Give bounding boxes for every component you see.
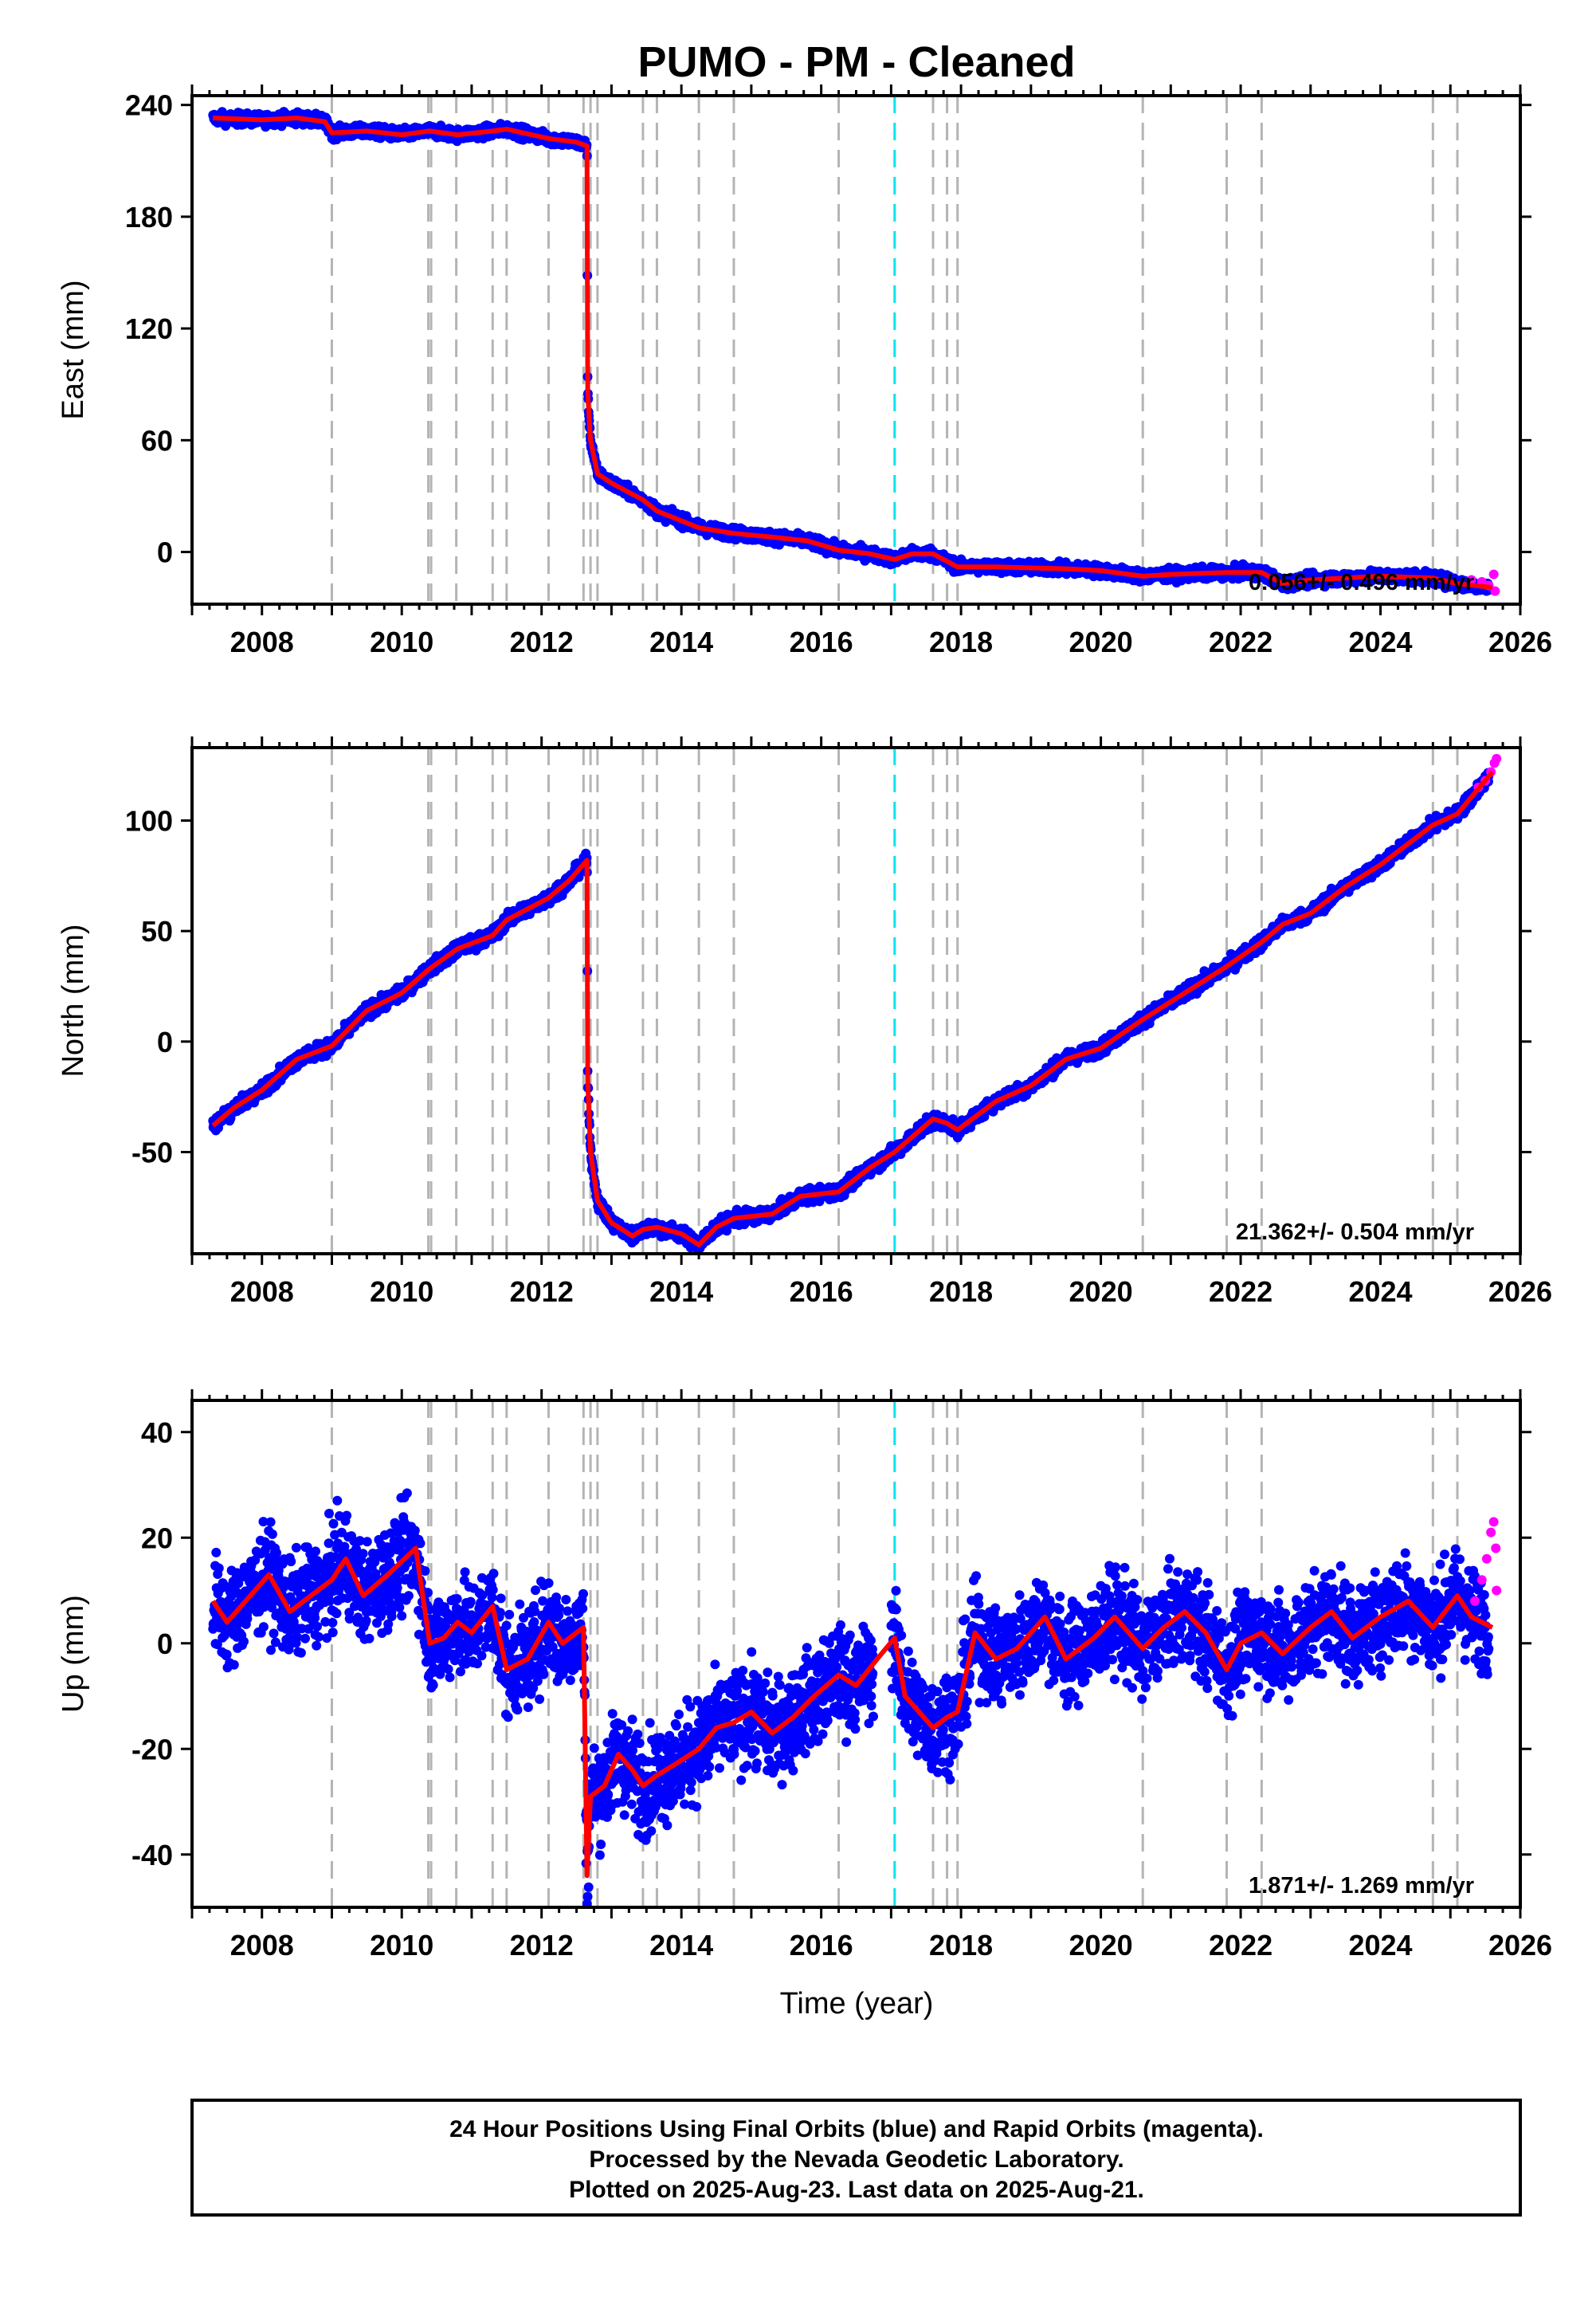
y-tick-label: 0	[157, 536, 173, 569]
figure-title: PUMO - PM - Cleaned	[637, 38, 1075, 86]
x-tick-label: 2014	[649, 626, 713, 658]
y-tick-label: 60	[141, 424, 173, 457]
plot-area	[208, 96, 1500, 604]
plot-area	[208, 748, 1502, 1254]
rate-label: 0.056+/- 0.496 mm/yr	[1249, 570, 1474, 595]
x-tick-label: 2022	[1209, 626, 1272, 658]
panel-east: 2008 2010 2012 2014 2016 2018 2020 2022 2024 2026…	[57, 84, 1552, 658]
rapid-point	[1488, 569, 1499, 579]
model-line	[213, 116, 1493, 590]
x-tick-label: 2024	[1348, 626, 1412, 658]
rapid-point	[1490, 586, 1500, 596]
y-axis-label: East (mm)	[57, 280, 90, 419]
rapid-point	[1466, 575, 1476, 585]
y-tick-label: 240	[125, 89, 173, 122]
panel-north: 2008 2010 2012 2014 2016 2018 2020 2022 2024 2026…	[57, 736, 1552, 1308]
x-tick-label: 2020	[1069, 626, 1133, 658]
y-tick-label: 120	[125, 312, 173, 345]
x-tick-label: 2026	[1488, 626, 1552, 658]
x-tick-label: 2018	[929, 626, 993, 658]
y-tick-label: 180	[125, 201, 173, 234]
x-tick-label: 2008	[230, 626, 294, 658]
panels: 2008 2010 2012 2014 2016 2018 2020 2022 2024 2026…	[57, 84, 1552, 1962]
x-tick-label: 2012	[510, 626, 574, 658]
plot-frame	[190, 94, 1522, 606]
x-tick-label: 2016	[790, 626, 853, 658]
x-tick-label: 2010	[370, 626, 433, 658]
final-orbit-points	[208, 107, 1494, 596]
